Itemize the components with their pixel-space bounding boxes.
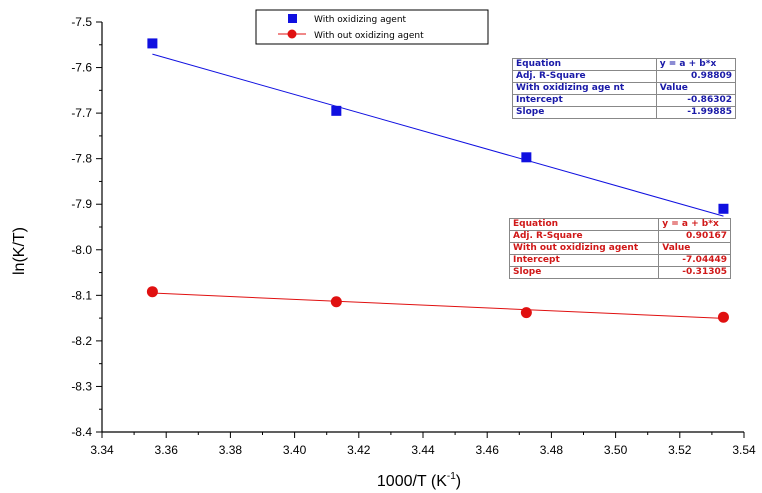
table-cell: Equation — [508, 218, 660, 231]
table-cell: y = a + b*x — [655, 58, 737, 71]
table-cell: Intercept — [512, 94, 657, 107]
x-axis-title: 1000/T (K-1) — [377, 471, 461, 490]
y-tick-label: -8.2 — [71, 334, 92, 348]
x-tick-label: 3.54 — [732, 443, 756, 457]
table-cell: Intercept — [508, 254, 660, 267]
y-tick-label: -7.8 — [71, 152, 92, 166]
x-tick-label: 3.52 — [668, 443, 692, 457]
y-tick-label: -7.9 — [71, 197, 92, 211]
data-point-square — [718, 203, 729, 214]
data-point-circle — [330, 296, 342, 308]
y-tick-label: -8.0 — [71, 243, 92, 257]
x-axis-title-sup: -1 — [447, 471, 456, 482]
x-tick-label: 3.38 — [219, 443, 243, 457]
x-tick-label: 3.48 — [540, 443, 564, 457]
y-axis-title: ln(K/T) — [11, 227, 28, 275]
x-tick-label: 3.40 — [283, 443, 307, 457]
legend-label-series-1: With oxidizing agent — [314, 15, 407, 25]
table-row: Equation y = a + b*x — [508, 218, 731, 231]
fit-table-without-oxidizing: Equation y = a + b*x Adj. R-Square 0.90167… — [508, 218, 731, 279]
y-tick-label: -8.1 — [71, 288, 92, 302]
data-point-square — [147, 38, 158, 49]
table-row: With oxidizing age nt Value — [512, 82, 737, 95]
x-axis-ticks: 3.34 3.36 3.38 3.40 3.42 3.44 3.46 3.48 3.50 3.52… — [90, 432, 756, 457]
data-point-square — [521, 152, 532, 163]
table-cell: Slope — [508, 266, 660, 279]
table-cell: y = a + b*x — [658, 218, 731, 231]
data-points — [146, 38, 729, 323]
fit-table-with-oxidizing: Equation y = a + b*x Adj. R-Square 0.98809… — [512, 58, 737, 119]
table-cell: -0.31305 — [658, 266, 731, 279]
table-cell: Value — [658, 242, 731, 255]
table-cell: 0.90167 — [658, 230, 731, 243]
x-tick-label: 3.34 — [90, 443, 114, 457]
table-cell: With oxidizing age nt — [512, 82, 657, 95]
y-tick-label: -7.5 — [71, 15, 92, 29]
y-tick-label: -7.6 — [71, 61, 92, 75]
data-point-circle — [520, 307, 532, 319]
table-row: Adj. R-Square 0.90167 — [508, 230, 731, 243]
table-cell: -0.86302 — [655, 94, 737, 107]
data-point-circle — [717, 311, 729, 323]
table-row: Adj. R-Square 0.98809 — [512, 70, 737, 83]
table-cell: Adj. R-Square — [512, 70, 657, 83]
y-axis-ticks: -7.5 -7.6 -7.7 -7.8 -7.9 -8.0 -8.1 -8.2 -8.3 -8.4 — [71, 15, 102, 439]
x-tick-label: 3.42 — [347, 443, 371, 457]
x-tick-label: 3.44 — [411, 443, 435, 457]
table-cell: 0.98809 — [655, 70, 737, 83]
table-cell: Adj. R-Square — [508, 230, 660, 243]
fit-line-series-1 — [152, 53, 724, 217]
legend-label-series-2: With out oxidizing agent — [314, 31, 424, 41]
legend: With oxidizing agent With out oxidizing … — [255, 9, 489, 45]
x-axis-title-close: ) — [456, 473, 461, 490]
table-cell: -1.99885 — [655, 106, 737, 119]
table-cell: Slope — [512, 106, 657, 119]
x-tick-label: 3.50 — [604, 443, 628, 457]
data-point-circle — [146, 286, 158, 298]
y-tick-label: -8.3 — [71, 379, 92, 393]
fit-lines — [152, 53, 724, 319]
fit-line-series-2 — [152, 292, 724, 319]
data-point-square — [331, 105, 342, 116]
table-cell: With out oxidizing agent — [508, 242, 660, 255]
table-row: Intercept -0.86302 — [512, 94, 737, 107]
x-axis-title-main: 1000/T (K — [377, 473, 447, 490]
table-row: Slope -0.31305 — [508, 266, 731, 279]
table-row: Slope -1.99885 — [512, 106, 737, 119]
x-tick-label: 3.46 — [476, 443, 500, 457]
table-cell: Value — [655, 82, 737, 95]
legend-marker-blue — [288, 14, 297, 23]
y-tick-label: -7.7 — [71, 106, 92, 120]
table-row: With out oxidizing agent Value — [508, 242, 731, 255]
legend-marker-red — [287, 29, 297, 39]
table-row: Intercept -7.04449 — [508, 254, 731, 267]
table-cell: Equation — [512, 58, 657, 71]
table-row: Equation y = a + b*x — [512, 58, 737, 71]
y-tick-label: -8.4 — [71, 425, 92, 439]
table-cell: -7.04449 — [658, 254, 731, 267]
x-tick-label: 3.36 — [155, 443, 179, 457]
